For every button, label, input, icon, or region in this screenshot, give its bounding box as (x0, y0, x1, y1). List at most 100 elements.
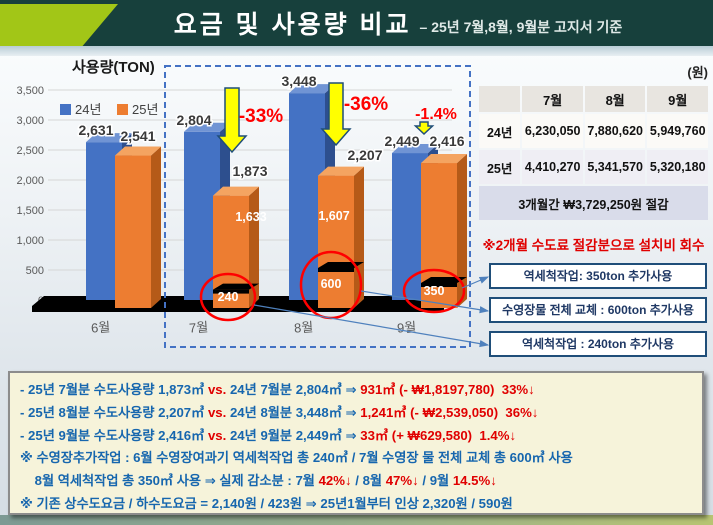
fee-cell: 7,880,620 (584, 114, 646, 148)
summary-line: - 25년 7월분 수도사용량 1,873㎥ vs. 24년 7월분 2,804… (20, 382, 535, 397)
decrease-arrow-jul (216, 87, 248, 154)
bar-25-9월-side (457, 154, 467, 308)
extra-usage-callout-600: 수영장물 전체 교체 : 600ton 추가사용 (489, 297, 707, 323)
legend-swatch-24 (60, 104, 71, 115)
decrease-arrow-aug (320, 82, 352, 147)
bar-25-8월-front (318, 175, 354, 308)
bar-24-6월-side (122, 133, 132, 300)
fee-cell: 4,410,270 (522, 150, 583, 184)
fee-row-label: 25년 (479, 150, 521, 184)
bar-label-24-7월: 2,804 (176, 112, 211, 128)
lower-segment-label: 240 (218, 290, 239, 304)
callout-connector (461, 276, 490, 289)
pct-change-7월: -33% (239, 106, 283, 127)
segment-divider (421, 283, 457, 287)
fee-cell: 5,341,570 (584, 150, 646, 184)
page-subtitle: – 25년 7월,8월, 9월분 고지서 기준 (419, 19, 623, 35)
fee-cell: 5,949,760 (647, 114, 708, 148)
x-axis-label: 6월 (91, 319, 111, 335)
bar-label-25-6월: 2,541 (120, 128, 155, 144)
bar-25-7월-top (213, 186, 259, 196)
segment-divider-top (421, 277, 467, 283)
x-axis-label: 8월 (294, 319, 314, 335)
segment-divider (318, 268, 354, 272)
y-axis-tick: 0 (38, 295, 44, 307)
bar-25-9월-front (421, 163, 457, 308)
fee-table-footer-row: 3개월간 ₩3,729,250원 절감 (479, 186, 708, 220)
bar-24-9월-front (392, 153, 428, 300)
bar-25-6월-top (115, 146, 161, 156)
pct-change-8월: -36% (344, 94, 388, 115)
legend-swatch-25 (117, 104, 128, 115)
callout-connector (253, 304, 490, 348)
summary-line: 8월 역세척작업 총 350㎥ 사용 ⇒ 실제 감소분 : 7월 42%↓ / … (20, 473, 497, 489)
highlight-circle (402, 268, 466, 314)
summary-line: ※ 수영장추가작업 : 6월 수영장여과기 역세척작업 총 240㎥ / 7월 … (20, 450, 573, 466)
slide-header: 요금 및 사용량 비교 – 25년 7월,8월, 9월분 고지서 기준 (0, 0, 713, 46)
y-axis-tick: 1,000 (16, 235, 44, 247)
fee-header-sep: 9월 (647, 86, 708, 112)
highlight-circle (199, 272, 257, 322)
bar-label-25-9월: 2,416 (429, 133, 464, 149)
summary-line: - 25년 8월분 수도사용량 2,207㎥ vs. 24년 8월분 3,448… (20, 404, 539, 420)
focus-dashed-box (164, 65, 471, 348)
bar-label-25-7월: 1,873 (232, 163, 267, 179)
legend-label-25: 25년 (132, 102, 158, 117)
slide-bottom-strip (0, 515, 713, 525)
page-title: 요금 및 사용량 비교 (173, 11, 412, 39)
bar-25-8월-side (354, 166, 364, 308)
bar-24-8월-side (325, 84, 335, 301)
chart-floor-top (32, 296, 456, 306)
decrease-arrow-sep (413, 121, 435, 136)
x-axis-label: 9월 (397, 319, 417, 335)
bar-25-7월-side (249, 186, 259, 308)
bar-24-8월-front (289, 93, 325, 301)
highlight-circle (299, 250, 363, 320)
fee-row-label: 24년 (479, 114, 521, 148)
recovery-note: ※2개월 수도료 절감분으로 설치비 회수 (482, 238, 705, 253)
fee-row-2024: 24년 6,230,050 7,880,620 5,949,760 (479, 114, 708, 148)
fee-row-2025: 25년 4,410,270 5,341,570 5,320,180 (479, 150, 708, 184)
y-axis-tick: 3,000 (16, 115, 44, 127)
bar-25-6월-side (151, 146, 161, 308)
chart-floor-front (32, 306, 444, 312)
segment-divider-top (318, 262, 364, 268)
upper-segment-label: 1,607 (318, 209, 349, 223)
extra-usage-callout-350: 역세척작업: 350ton 추가사용 (489, 263, 707, 289)
x-axis-label: 7월 (189, 319, 209, 335)
lower-segment-label: 350 (424, 284, 445, 298)
y-axis-tick: 1,500 (16, 205, 44, 217)
bar-24-6월-front (86, 142, 122, 300)
summary-box: - 25년 7월분 수도사용량 1,873㎥ vs. 24년 7월분 2,804… (8, 371, 704, 515)
y-axis-tick: 3,500 (16, 85, 44, 97)
savings-total: 3개월간 ₩3,729,250원 절감 (479, 186, 708, 220)
summary-line: ※ 기존 상수도요금 / 하수도요금 = 2,140원 / 423원 ⇒ 25년… (20, 495, 513, 511)
header-divider-strip (0, 46, 713, 56)
bar-24-7월-front (184, 131, 220, 300)
pct-change-9월: -1.4% (415, 106, 457, 123)
bar-label-24-8월: 3,448 (281, 73, 316, 89)
fee-header-aug: 8월 (584, 86, 646, 112)
bar-25-6월-front (115, 155, 151, 308)
summary-line: - 25년 9월분 수도사용량 2,416㎥ vs. 24년 9월분 2,449… (20, 427, 517, 443)
fee-header-corner (479, 86, 521, 112)
legend-label-24: 24년 (75, 102, 101, 117)
bar-label-24-9월: 2,449 (384, 133, 419, 149)
segment-divider-top (213, 283, 259, 290)
fee-header-jul: 7월 (522, 86, 583, 112)
table-unit-label: (원) (687, 65, 708, 80)
bar-24-8월-top (289, 84, 335, 94)
fee-cell: 6,230,050 (522, 114, 583, 148)
extra-usage-callout-240: 역세척작업 : 240ton 추가사용 (489, 331, 707, 357)
bar-label-24-6월: 2,631 (78, 122, 113, 138)
bar-24-7월-top (184, 122, 230, 132)
bar-25-8월-top (318, 166, 364, 176)
callout-connector (360, 290, 490, 314)
y-axis-tick: 2,500 (16, 145, 44, 157)
lower-segment-label: 600 (321, 277, 342, 291)
upper-segment-label: 1,633 (235, 210, 266, 224)
segment-divider (213, 289, 249, 294)
fee-cell: 5,320,180 (647, 150, 708, 184)
bar-25-7월-front (213, 195, 249, 308)
